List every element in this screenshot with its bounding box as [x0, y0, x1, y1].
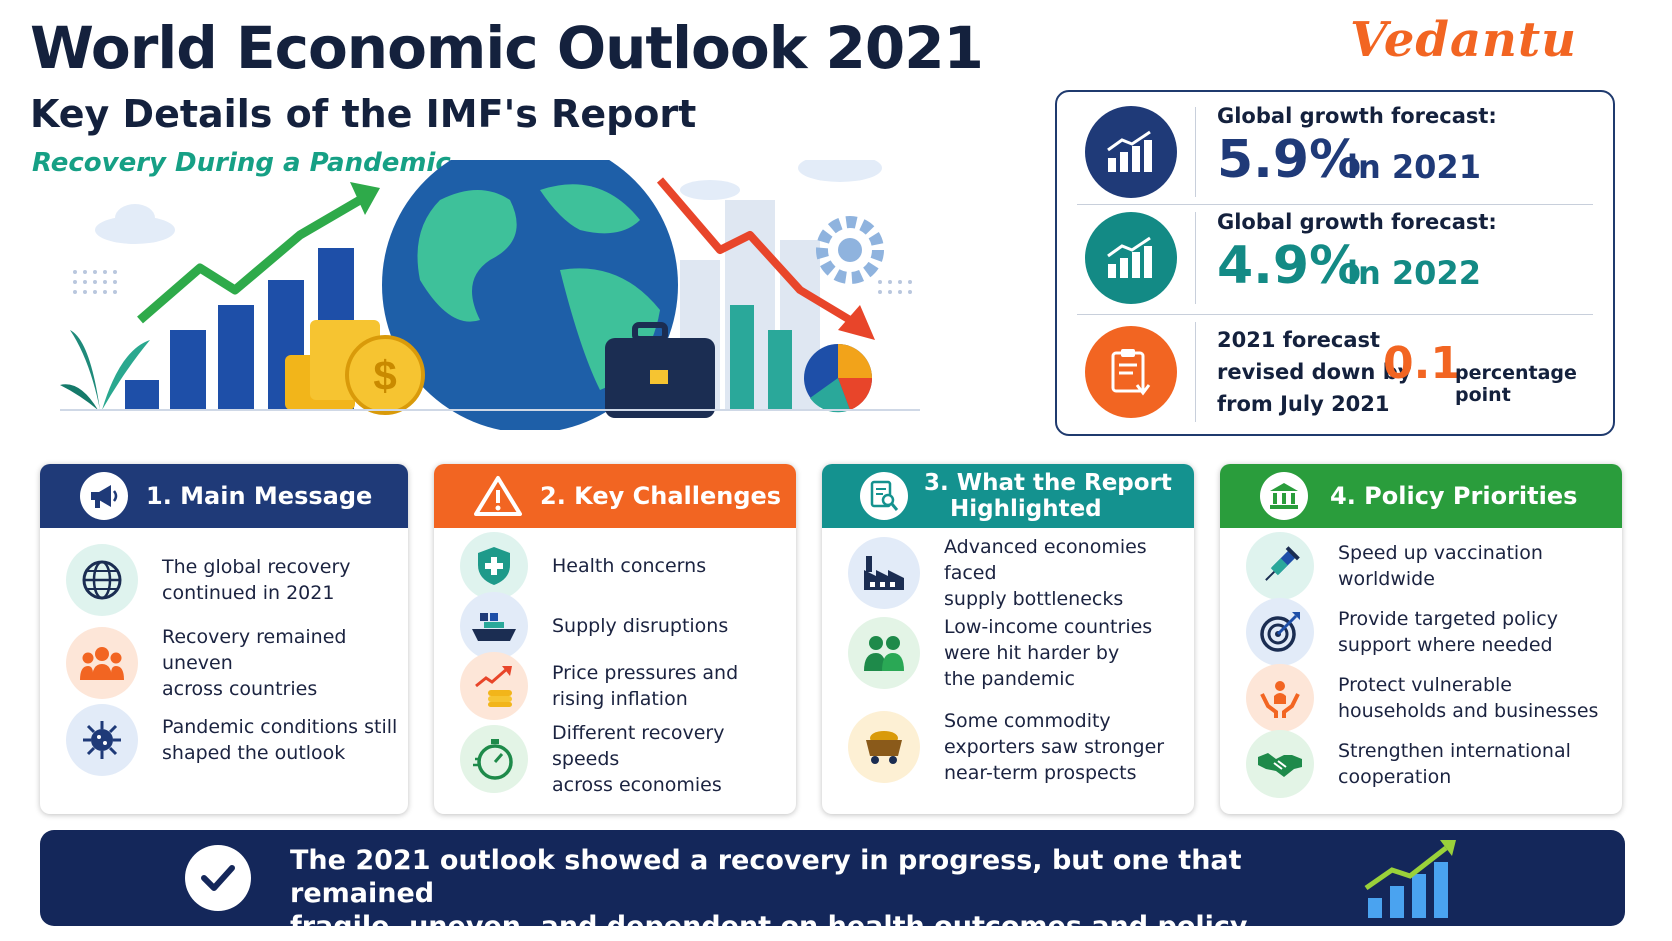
list-item-text: Low-income countries were hit harder by th… — [944, 616, 1153, 690]
summary-banner: The 2021 outlook showed a recovery in pr… — [40, 830, 1625, 941]
kpi-label: Global growth forecast: — [1217, 104, 1497, 128]
list-item: Speed up vaccination worldwide — [1246, 532, 1612, 600]
factory-icon — [848, 537, 920, 609]
vedantu-logo: Vedantu — [1350, 12, 1578, 68]
growth-chart-icon — [1085, 106, 1177, 198]
kpi-year: in 2022 — [1347, 254, 1481, 292]
page-tagline: Recovery During a Pandemic — [32, 148, 451, 178]
report-search-icon — [860, 472, 908, 520]
panel-report-highlights: 3. What the Report Highlighted Advanced … — [822, 464, 1194, 814]
list-item: Pandemic conditions still shaped the outl… — [66, 704, 398, 776]
cloud-icon — [95, 160, 882, 244]
group-icon — [848, 617, 920, 689]
hero-illustration: $ — [60, 160, 920, 430]
panel-policy-priorities: 4. Policy Priorities Speed up vaccinatio… — [1220, 464, 1622, 814]
kpi-card: Global growth forecast: 5.9% in 2021 Glo… — [1055, 90, 1615, 436]
panel-main-message: 1. Main Message The global recovery conti… — [40, 464, 408, 814]
kpi-value: 4.9% — [1217, 236, 1362, 296]
list-item-text: Advanced economies faced supply bottlenec… — [944, 536, 1147, 610]
summary-text: The 2021 outlook showed a recovery in pr… — [290, 845, 1248, 941]
kpi-revision-value: 0.1 — [1383, 338, 1461, 389]
list-item: Supply disruptions — [460, 592, 786, 660]
panel-title: 2. Key Challenges — [540, 482, 782, 510]
growth-chart-icon — [1364, 840, 1456, 918]
kpi-revision: 2021 forecast revised down by 0.1 percen… — [1057, 314, 1613, 434]
list-item-text: Supply disruptions — [552, 615, 729, 637]
svg-text:$: $ — [373, 352, 396, 399]
list-item: Protect vulnerable households and busines… — [1246, 664, 1612, 732]
list-item-text: Health concerns — [552, 555, 707, 577]
panel-title: 4. Policy Priorities — [1330, 482, 1578, 510]
panel-title: 1. Main Message — [146, 482, 373, 510]
gear-icon — [816, 216, 884, 284]
kpi-year: in 2021 — [1347, 148, 1481, 186]
pie-chart-icon — [804, 344, 873, 413]
kpi-growth-2022: Global growth forecast: 4.9% in 2022 — [1057, 204, 1613, 314]
list-item-text: The global recovery continued in 2021 — [162, 556, 351, 604]
list-item: Strengthen international cooperation — [1246, 730, 1612, 798]
list-item: Low-income countries were hit harder by th… — [848, 614, 1184, 692]
growth-chart-icon — [1085, 212, 1177, 304]
list-item-text: Pandemic conditions still shaped the outl… — [162, 716, 398, 764]
falling-arrow-icon — [656, 177, 875, 340]
list-item-text: Some commodity exporters saw stronger near… — [944, 710, 1165, 784]
syringe-icon — [1246, 532, 1314, 600]
list-item-text: Price pressures and rising inflation — [552, 662, 739, 710]
list-item-text: Strengthen international cooperation — [1338, 740, 1571, 788]
globe-icon — [66, 544, 138, 616]
cargo-ship-icon — [460, 592, 528, 660]
page-title: World Economic Outlook 2021 — [30, 14, 984, 82]
kpi-revision-line3: from July 2021 — [1217, 392, 1390, 416]
kpi-revision-line1: 2021 forecast — [1217, 328, 1381, 352]
panel-title: 3. What the Report Highlighted — [924, 470, 1172, 522]
kpi-value: 5.9% — [1217, 130, 1362, 190]
list-item: Recovery remained uneven across countries — [66, 624, 398, 702]
protect-hands-icon — [1246, 664, 1314, 732]
list-item: Provide targeted policy support where nee… — [1246, 598, 1612, 666]
briefcase-icon — [605, 322, 715, 418]
list-item: Some commodity exporters saw stronger near… — [848, 708, 1184, 786]
megaphone-icon — [80, 472, 128, 520]
panel-header: 1. Main Message — [40, 464, 408, 528]
mine-cart-icon — [848, 711, 920, 783]
handshake-icon — [1246, 730, 1314, 798]
rising-arrow-icon — [137, 182, 380, 324]
stopwatch-icon — [460, 725, 528, 793]
coins-icon: $ — [285, 320, 425, 415]
list-item-text: Speed up vaccination worldwide — [1338, 542, 1543, 590]
check-icon — [185, 845, 251, 911]
clipboard-down-icon — [1085, 326, 1177, 418]
kpi-revision-line2: revised down by — [1217, 360, 1412, 384]
bank-icon — [1260, 472, 1308, 520]
kpi-label: Global growth forecast: — [1217, 210, 1497, 234]
kpi-growth-2021: Global growth forecast: 5.9% in 2021 — [1057, 92, 1613, 202]
kpi-revision-unit: percentage point — [1455, 362, 1577, 406]
target-icon — [1246, 598, 1314, 666]
rising-coins-icon — [460, 652, 528, 720]
list-item: Health concerns — [460, 532, 786, 600]
list-item: The global recovery continued in 2021 — [66, 544, 398, 616]
panel-header: 3. What the Report Highlighted — [822, 464, 1194, 528]
health-shield-icon — [460, 532, 528, 600]
globe-icon — [382, 160, 678, 430]
virus-icon — [66, 704, 138, 776]
list-item-text: Recovery remained uneven across countries — [162, 626, 347, 700]
panel-header: 2. Key Challenges — [434, 464, 796, 528]
list-item-text: Different recovery speeds across economie… — [552, 722, 725, 796]
panel-header: 4. Policy Priorities — [1220, 464, 1622, 528]
falling-bars — [730, 305, 792, 410]
panel-key-challenges: 2. Key Challenges Health concerns Supply… — [434, 464, 796, 814]
list-item-text: Protect vulnerable households and busines… — [1338, 674, 1599, 722]
list-item: Price pressures and rising inflation — [460, 652, 786, 720]
list-item-text: Provide targeted policy support where nee… — [1338, 608, 1558, 656]
list-item: Different recovery speeds across economie… — [460, 720, 786, 798]
list-item: Advanced economies faced supply bottlenec… — [848, 534, 1184, 612]
plant-icon — [60, 330, 150, 410]
people-icon — [66, 627, 138, 699]
warning-icon — [474, 475, 522, 517]
page-subtitle: Key Details of the IMF's Report — [30, 92, 697, 136]
